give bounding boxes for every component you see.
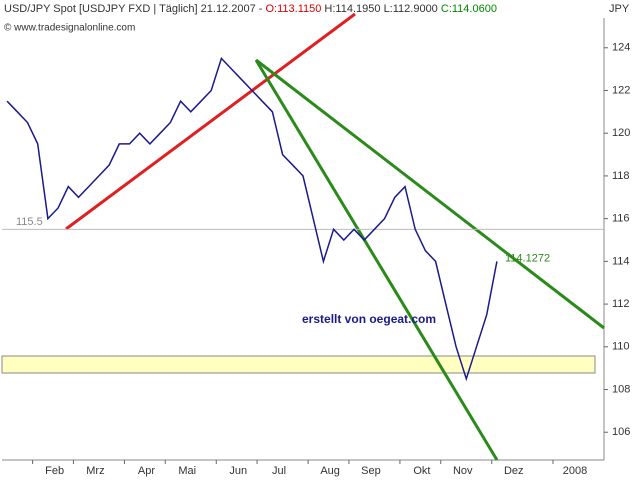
trend-line-lower <box>254 59 499 461</box>
x-tick-label: Apr <box>138 465 155 477</box>
close: C:114.0600 <box>441 3 497 15</box>
x-tick-label: Feb <box>45 465 64 477</box>
price-line <box>6 56 498 382</box>
open: O:113.1150 <box>266 3 322 15</box>
y-tick-label: 118 <box>612 170 630 182</box>
x-tick-label: Okt <box>413 465 430 477</box>
y-tick-label: 120 <box>612 127 630 139</box>
trend-line-up <box>65 12 356 231</box>
y-tick-label: 124 <box>612 42 630 54</box>
y-tick-label: 110 <box>612 341 630 353</box>
y-tick-label: 108 <box>612 383 630 395</box>
x-tick-label: 2008 <box>563 465 587 477</box>
highlight-zone <box>1 355 596 374</box>
x-tick-label: Mrz <box>86 465 104 477</box>
target-label: 114.1272 <box>505 253 550 265</box>
trend-line-down <box>255 58 605 330</box>
y-tick-label: 116 <box>612 213 630 225</box>
x-tick-label: Jul <box>272 465 286 477</box>
x-tick-label: Dez <box>504 465 524 477</box>
x-tick-label: Sep <box>361 465 381 477</box>
credit: erstellt von oegeat.com <box>302 312 436 326</box>
y-tick-label: 106 <box>612 426 630 438</box>
x-tick-label: Nov <box>453 465 473 477</box>
y-tick-label: 114 <box>612 255 630 267</box>
instrument: USD/JPY Spot [USDJPY FXD | Täglich] 21.1… <box>4 3 263 15</box>
header: USD/JPY Spot [USDJPY FXD | Täglich] 21.1… <box>4 3 497 15</box>
x-tick-label: Mai <box>178 465 196 477</box>
y-tick-label: 122 <box>612 84 630 96</box>
reference-label: 115.5 <box>16 216 43 228</box>
low: L:112.9000 <box>384 3 438 15</box>
x-tick-label: Aug <box>320 465 340 477</box>
high: H:114.1950 <box>324 3 380 15</box>
y-tick-label: 112 <box>612 298 630 310</box>
copyright: © www.tradesignalonline.com <box>4 23 135 34</box>
currency: JPY <box>609 3 630 15</box>
x-tick-label: Jun <box>229 465 247 477</box>
